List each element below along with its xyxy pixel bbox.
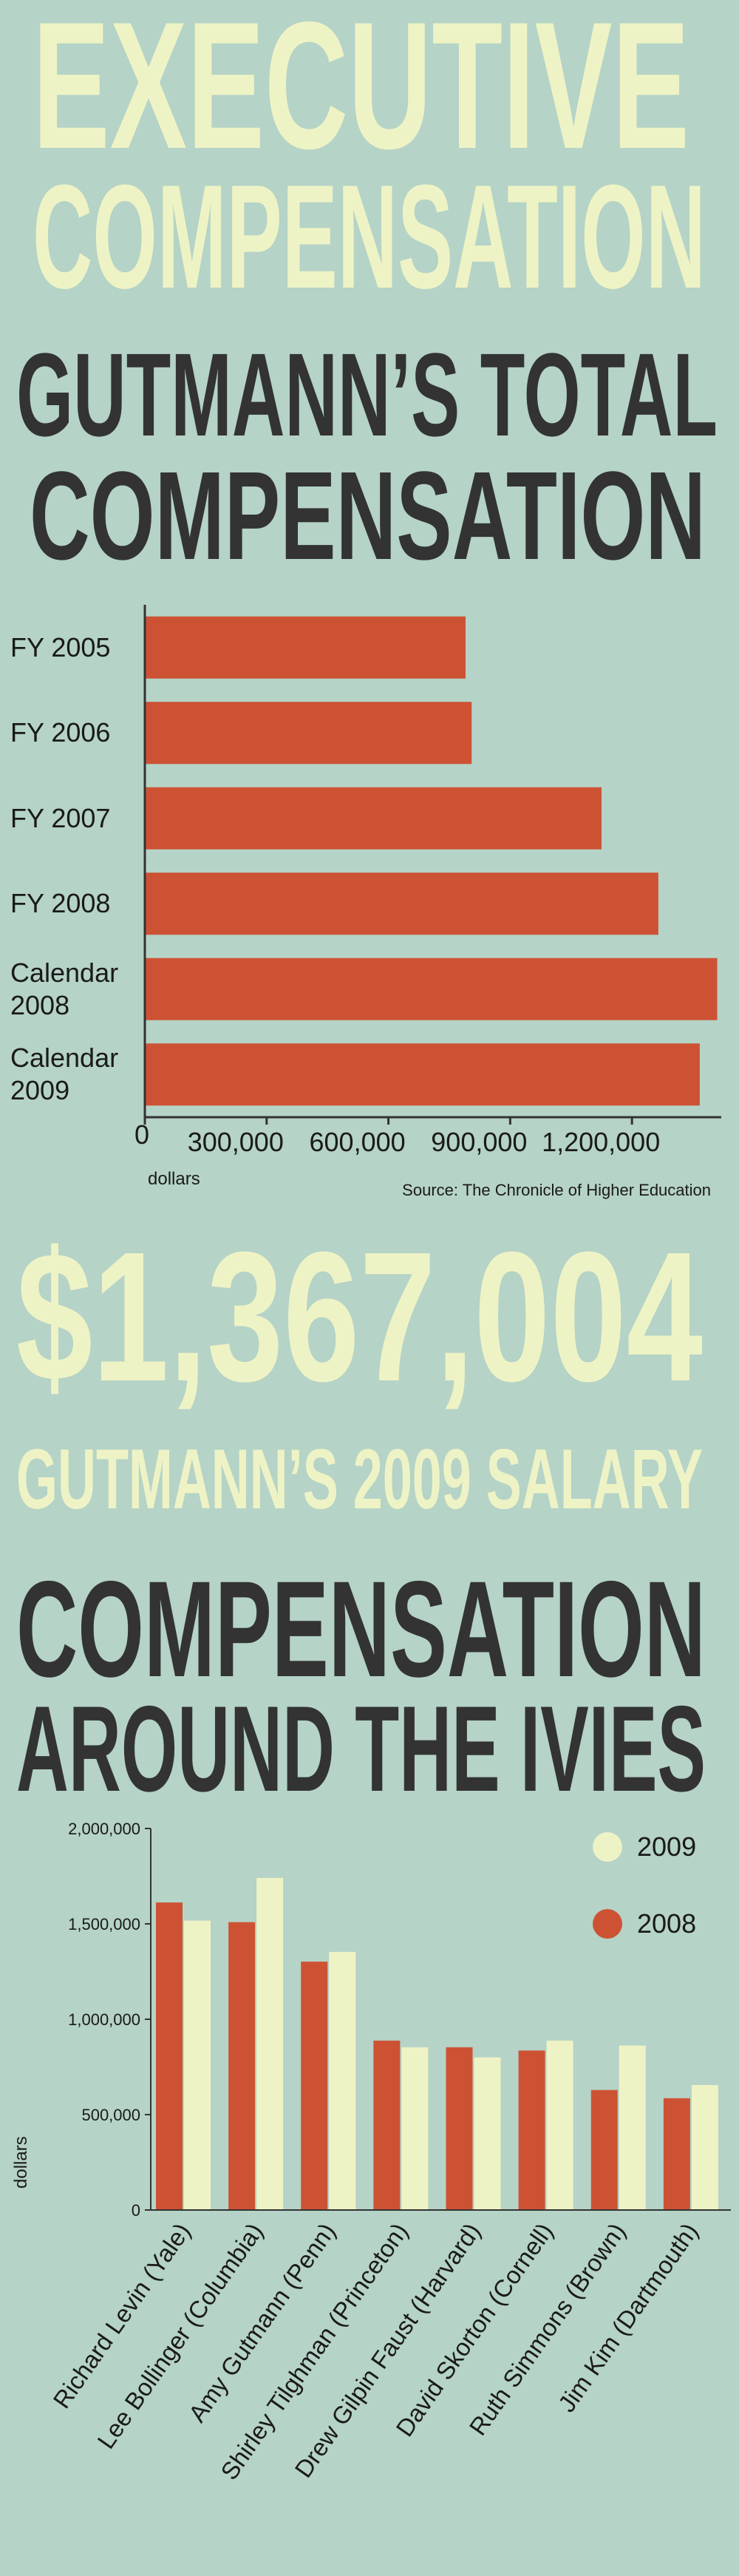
chart-title: COMPENSATION — [30, 446, 706, 586]
bar — [401, 2047, 429, 2210]
category-label-box: FY 2007 — [10, 777, 142, 860]
chart-title: COMPENSATION — [16, 1553, 706, 1706]
bar — [663, 2098, 690, 2210]
bar — [691, 2085, 718, 2210]
callout-amount: $1,367,004 — [16, 1213, 703, 1420]
category-label-box: FY 2006 — [10, 691, 142, 774]
callout-caption: GUTMANN’S 2009 SALARY — [16, 1432, 703, 1527]
legend-marker — [593, 1909, 622, 1939]
x-tick-label: Richard Levin (Yale) — [47, 2218, 195, 2413]
bar — [590, 2089, 618, 2210]
category-label-wrap: FY 2008 — [10, 862, 142, 945]
category-label-box: FY 2008 — [10, 862, 142, 945]
bar — [301, 1962, 328, 2210]
x-tick-label: 900,000 — [431, 1127, 527, 1157]
y-tick-label: Calendar 2008 — [10, 957, 119, 1020]
source-note: Source: The Chronicle of Higher Educatio… — [402, 1181, 711, 1199]
category-label-wrap: Calendar 2009 — [10, 1033, 142, 1116]
legend-marker — [593, 1832, 622, 1862]
bar — [145, 1043, 700, 1106]
legend-label: 2009 — [637, 1831, 696, 1862]
bar — [373, 2040, 401, 2210]
y-tick-label: FY 2007 — [10, 802, 111, 833]
category-label-wrap: Calendar 2008 — [10, 948, 142, 1031]
y-tick-label: 0 — [132, 2201, 140, 2220]
bar — [145, 702, 472, 765]
x-tick-label: 600,000 — [310, 1127, 406, 1157]
category-label-box: FY 2005 — [10, 606, 142, 689]
bar — [145, 616, 466, 679]
y-tick-label: 2,000,000 — [68, 1820, 140, 1838]
category-label-wrap: FY 2007 — [10, 777, 142, 860]
y-axis-label: dollars — [11, 2136, 31, 2189]
x-tick-label: 0 — [134, 1119, 149, 1150]
legend-label: 2008 — [637, 1908, 696, 1939]
bar — [256, 1877, 284, 2210]
bar — [619, 2045, 646, 2210]
x-tick-label: Jim Kim (Dartmouth) — [553, 2218, 704, 2417]
bar — [184, 1920, 211, 2210]
bar — [228, 1922, 256, 2210]
bar — [145, 787, 602, 850]
y-tick-label: 500,000 — [81, 2106, 140, 2124]
chart-title: GUTMANN’S TOTAL — [16, 328, 718, 461]
header-title: COMPENSATION — [33, 155, 706, 319]
y-tick-label: FY 2005 — [10, 631, 111, 662]
y-tick-label: FY 2008 — [10, 888, 111, 919]
bar — [329, 1951, 356, 2210]
bar — [446, 2047, 473, 2210]
category-label-wrap: FY 2005 — [10, 606, 142, 689]
y-tick-label: Calendar 2009 — [10, 1043, 119, 1106]
bar — [145, 872, 658, 935]
y-tick-label: FY 2006 — [10, 717, 111, 748]
x-axis-label: dollars — [148, 1169, 200, 1189]
y-tick-label: 1,500,000 — [68, 1915, 140, 1933]
y-tick-label: 1,000,000 — [68, 2010, 140, 2029]
bar — [518, 2050, 545, 2210]
category-label-box: Calendar 2008 — [10, 948, 142, 1031]
bar — [474, 2057, 501, 2210]
category-label-wrap: FY 2006 — [10, 691, 142, 774]
bar — [145, 957, 718, 1020]
category-label-box: Calendar 2009 — [10, 1033, 142, 1116]
chart-title: AROUND THE IVIES — [16, 1681, 706, 1817]
header-title: EXECUTIVE — [33, 0, 689, 186]
bar — [546, 2040, 573, 2210]
x-tick-label: 300,000 — [188, 1127, 284, 1157]
x-tick-label: 1,200,000 — [542, 1127, 660, 1157]
bar — [156, 1902, 183, 2210]
